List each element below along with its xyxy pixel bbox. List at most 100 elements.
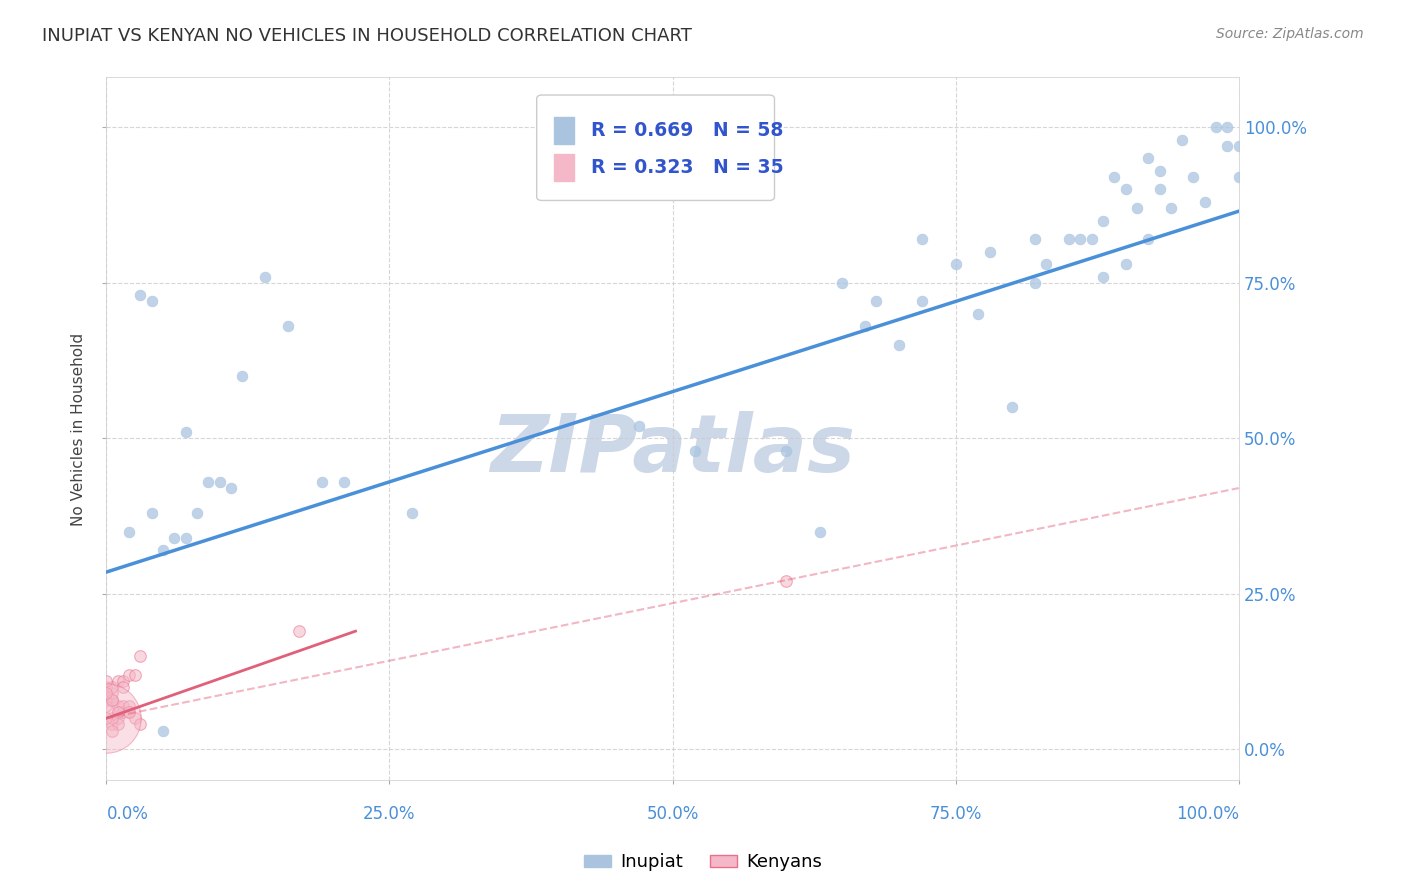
Point bbox=[1149, 163, 1171, 178]
Point bbox=[96, 680, 118, 694]
Point bbox=[124, 711, 146, 725]
Point bbox=[101, 680, 124, 694]
Point bbox=[197, 475, 219, 489]
Point bbox=[96, 686, 118, 700]
Point bbox=[1227, 169, 1250, 184]
Point bbox=[1115, 257, 1137, 271]
Point bbox=[107, 705, 129, 719]
Point bbox=[107, 705, 129, 719]
Text: 50.0%: 50.0% bbox=[647, 805, 699, 823]
Text: Source: ZipAtlas.com: Source: ZipAtlas.com bbox=[1216, 27, 1364, 41]
Point bbox=[853, 319, 876, 334]
Point bbox=[683, 443, 706, 458]
Point bbox=[107, 711, 129, 725]
Point bbox=[1182, 169, 1205, 184]
Point bbox=[1024, 232, 1046, 246]
Point bbox=[129, 717, 152, 731]
Point bbox=[118, 524, 141, 539]
Point bbox=[277, 319, 299, 334]
Point bbox=[401, 506, 423, 520]
Point bbox=[118, 705, 141, 719]
Point bbox=[967, 307, 990, 321]
Point bbox=[333, 475, 356, 489]
Point bbox=[152, 543, 174, 558]
Point bbox=[1035, 257, 1057, 271]
Point bbox=[101, 692, 124, 706]
Point bbox=[231, 369, 253, 384]
Point bbox=[129, 648, 152, 663]
Point bbox=[808, 524, 831, 539]
Point bbox=[112, 698, 135, 713]
Point bbox=[1216, 139, 1239, 153]
Point bbox=[627, 418, 650, 433]
Point bbox=[118, 698, 141, 713]
Point bbox=[887, 338, 910, 352]
Point bbox=[979, 244, 1001, 259]
Text: R = 0.669   N = 58: R = 0.669 N = 58 bbox=[591, 120, 783, 140]
Point bbox=[152, 723, 174, 738]
Point bbox=[253, 269, 276, 284]
Point bbox=[141, 294, 163, 309]
Point bbox=[186, 506, 208, 520]
FancyBboxPatch shape bbox=[554, 154, 574, 181]
Point bbox=[1126, 201, 1149, 215]
Point bbox=[101, 711, 124, 725]
Text: ZIPatlas: ZIPatlas bbox=[491, 411, 855, 489]
Point bbox=[911, 232, 934, 246]
Point bbox=[174, 425, 197, 439]
Point bbox=[1001, 400, 1024, 414]
Point bbox=[101, 692, 124, 706]
Point bbox=[141, 506, 163, 520]
Point bbox=[311, 475, 333, 489]
Point bbox=[96, 698, 118, 713]
Point bbox=[1194, 194, 1216, 209]
Point bbox=[101, 723, 124, 738]
Point bbox=[174, 531, 197, 545]
Point bbox=[112, 673, 135, 688]
Point bbox=[1205, 120, 1227, 135]
Text: 0.0%: 0.0% bbox=[107, 805, 148, 823]
Point bbox=[129, 288, 152, 302]
Point bbox=[775, 443, 797, 458]
Point bbox=[911, 294, 934, 309]
Point bbox=[107, 673, 129, 688]
Point bbox=[1216, 120, 1239, 135]
Point bbox=[219, 481, 242, 495]
Point bbox=[208, 475, 231, 489]
Point bbox=[118, 705, 141, 719]
Point bbox=[1024, 276, 1046, 290]
Point bbox=[1091, 269, 1114, 284]
Point bbox=[101, 692, 124, 706]
Point bbox=[1149, 182, 1171, 196]
Text: R = 0.323   N = 35: R = 0.323 N = 35 bbox=[591, 158, 783, 177]
Point bbox=[96, 711, 118, 725]
Point bbox=[1102, 169, 1125, 184]
Y-axis label: No Vehicles in Household: No Vehicles in Household bbox=[72, 333, 86, 525]
Text: 75.0%: 75.0% bbox=[929, 805, 981, 823]
Point bbox=[1080, 232, 1102, 246]
Text: INUPIAT VS KENYAN NO VEHICLES IN HOUSEHOLD CORRELATION CHART: INUPIAT VS KENYAN NO VEHICLES IN HOUSEHO… bbox=[42, 27, 692, 45]
Point bbox=[1091, 213, 1114, 227]
Point bbox=[107, 717, 129, 731]
Legend: Inupiat, Kenyans: Inupiat, Kenyans bbox=[576, 847, 830, 879]
Point bbox=[1115, 182, 1137, 196]
Point bbox=[96, 692, 118, 706]
Point bbox=[945, 257, 967, 271]
Text: 25.0%: 25.0% bbox=[363, 805, 416, 823]
Point bbox=[1069, 232, 1091, 246]
Point bbox=[112, 705, 135, 719]
Point bbox=[101, 686, 124, 700]
FancyBboxPatch shape bbox=[554, 117, 574, 144]
Point bbox=[775, 574, 797, 589]
Point bbox=[1137, 232, 1160, 246]
Point bbox=[831, 276, 853, 290]
Point bbox=[101, 717, 124, 731]
Point bbox=[1171, 133, 1194, 147]
Point bbox=[1137, 151, 1160, 165]
Point bbox=[96, 686, 118, 700]
Point bbox=[118, 667, 141, 681]
Point bbox=[96, 711, 118, 725]
Point bbox=[163, 531, 186, 545]
Text: 100.0%: 100.0% bbox=[1175, 805, 1239, 823]
Point bbox=[1160, 201, 1182, 215]
